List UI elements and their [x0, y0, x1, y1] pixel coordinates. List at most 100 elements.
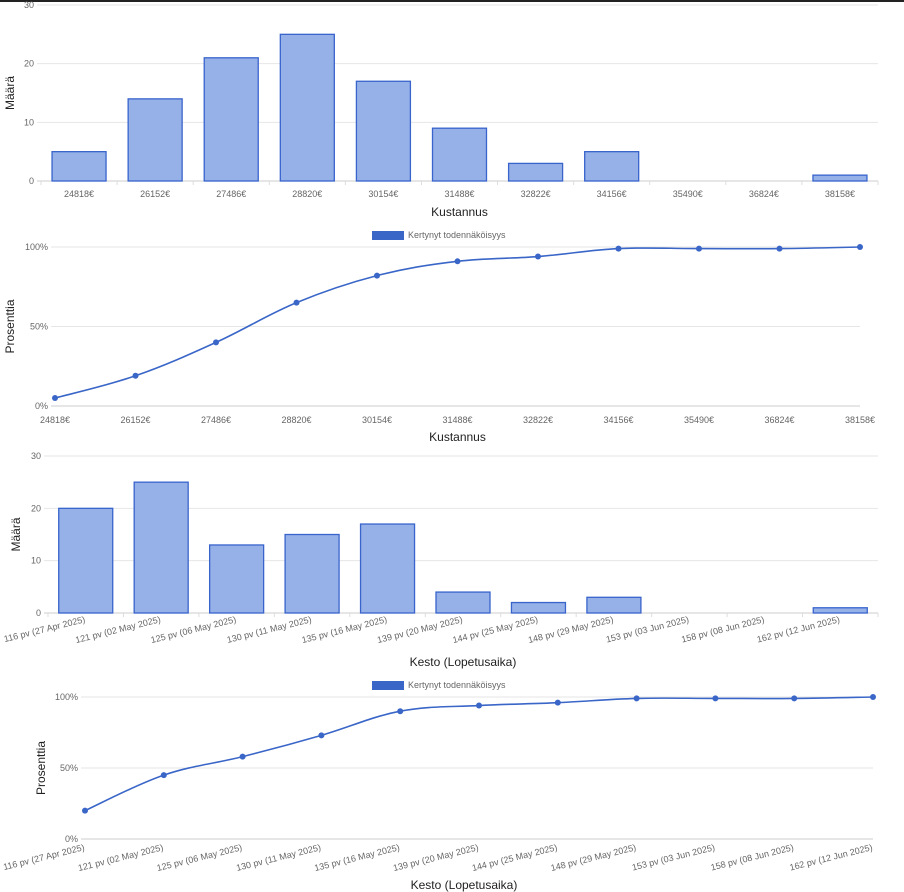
data-point: [776, 245, 783, 252]
bar: [58, 507, 114, 614]
x-tick-label: 153 pv (03 Jun 2025): [605, 614, 690, 644]
bar: [584, 151, 640, 182]
x-tick-label: 139 pv (20 May 2025): [376, 614, 463, 645]
x-tick-label: 139 pv (20 May 2025): [392, 842, 479, 873]
y-tick-label: 30: [24, 0, 34, 10]
x-tick-label: 130 pv (11 May 2025): [226, 614, 313, 645]
data-point: [213, 339, 219, 346]
y-axis-title: Prosenttia: [34, 741, 48, 795]
x-tick-label: 162 pv (12 Jun 2025): [789, 842, 874, 872]
x-tick-label: 130 pv (11 May 2025): [235, 842, 322, 873]
x-tick-label: 32822€: [521, 189, 551, 199]
y-tick-label: 100%: [55, 692, 78, 702]
y-tick-label: 20: [31, 503, 41, 513]
x-axis-title: Kesto (Lopetusaika): [410, 655, 517, 669]
chart-3: 0 10 20 30 116 pv (27 Apr 2025)121 pv (02 Ma…: [3, 451, 879, 669]
y-tick-label: 0%: [35, 401, 48, 411]
legend-label: Kertynyt todennäköisyys: [408, 680, 506, 690]
x-tick-label: 28820€: [292, 189, 322, 199]
x-tick-label: 24818€: [64, 189, 94, 199]
y-tick-label: 0%: [65, 834, 78, 844]
data-point: [870, 694, 876, 700]
bar: [127, 98, 183, 182]
bar: [359, 523, 416, 614]
y-tick-label: 20: [24, 59, 34, 69]
legend-swatch: [372, 231, 404, 240]
y-axis-title: Määrä: [3, 76, 17, 110]
series-line: [54, 246, 861, 399]
y-tick-label: 50%: [30, 322, 48, 332]
data-point: [397, 708, 404, 715]
x-tick-label: 125 pv (06 May 2025): [150, 614, 237, 645]
x-tick-label: 26152€: [140, 189, 170, 199]
bar: [203, 57, 259, 182]
x-tick-label: 144 pv (25 May 2025): [452, 614, 539, 645]
x-tick-label: 24818€: [40, 415, 70, 425]
data-point: [52, 395, 58, 402]
bar: [133, 481, 189, 614]
bar: [355, 80, 412, 182]
x-tick-label: 27486€: [216, 189, 246, 199]
legend-label: Kertynyt todennäköisyys: [408, 230, 506, 240]
top-border-line: [0, 0, 904, 2]
chart-2: 0% 50% 100% Kertynyt todennäköisyys 24818€ 26…: [3, 230, 875, 444]
x-tick-label: 35490€: [673, 189, 703, 199]
chart-4: 0% 50% 100% Kertynyt todennäköisyys 116 pv (…: [2, 680, 876, 892]
x-tick-label: 27486€: [201, 415, 231, 425]
data-point: [160, 772, 167, 779]
y-tick-label: 0: [29, 176, 34, 186]
bar: [507, 162, 564, 182]
data-point: [239, 753, 246, 760]
x-tick-label: 28820€: [281, 415, 311, 425]
x-tick-label: 38158€: [825, 189, 855, 199]
data-point: [318, 732, 325, 739]
x-tick-label: 36824€: [764, 415, 794, 425]
y-tick-label: 10: [31, 556, 41, 566]
y-tick-label: 50%: [60, 763, 78, 773]
x-tick-label: 162 pv (12 Jun 2025): [756, 614, 841, 644]
x-tick-label: 148 pv (29 May 2025): [527, 614, 614, 645]
data-point: [791, 695, 798, 702]
x-tick-label: 34156€: [597, 189, 627, 199]
y-axis-title: Prosenttia: [3, 299, 17, 353]
x-tick-label: 135 pv (16 May 2025): [301, 614, 388, 645]
data-point: [554, 699, 561, 706]
data-point: [615, 245, 622, 252]
x-axis-title: Kustannus: [431, 205, 488, 219]
bar: [812, 607, 868, 614]
x-tick-label: 125 pv (06 May 2025): [156, 842, 243, 873]
data-point: [633, 695, 640, 702]
x-tick-label: 35490€: [684, 415, 714, 425]
y-axis-title: Määrä: [9, 517, 23, 551]
x-tick-label: 36824€: [749, 189, 779, 199]
y-tick-label: 100%: [25, 242, 48, 252]
x-tick-label: 38158€: [845, 415, 875, 425]
bar: [208, 544, 265, 614]
data-point: [132, 372, 139, 379]
data-point: [454, 258, 461, 265]
y-tick-label: 30: [31, 451, 41, 461]
x-tick-label: 116 pv (27 Apr 2025): [3, 614, 86, 644]
data-point: [696, 245, 702, 252]
bar: [284, 533, 340, 614]
x-tick-label: 144 pv (25 May 2025): [471, 842, 558, 873]
x-tick-label: 32822€: [523, 415, 553, 425]
x-tick-label: 31488€: [444, 189, 474, 199]
legend-swatch: [372, 681, 404, 690]
x-tick-label: 34156€: [603, 415, 633, 425]
x-tick-label: 158 pv (08 Jun 2025): [710, 842, 795, 872]
x-tick-label: 135 pv (16 May 2025): [313, 842, 400, 873]
x-tick-label: 30154€: [362, 415, 392, 425]
series-line: [84, 696, 874, 812]
y-tick-label: 0: [36, 608, 41, 618]
data-point: [535, 253, 541, 260]
x-tick-label: 121 pv (02 May 2025): [74, 614, 161, 645]
x-tick-label: 26152€: [120, 415, 150, 425]
y-tick-label: 10: [24, 117, 34, 127]
data-point: [476, 702, 482, 709]
bar: [279, 33, 335, 182]
data-point: [374, 272, 380, 279]
x-axis-title: Kustannus: [429, 430, 486, 444]
bar: [51, 151, 107, 182]
